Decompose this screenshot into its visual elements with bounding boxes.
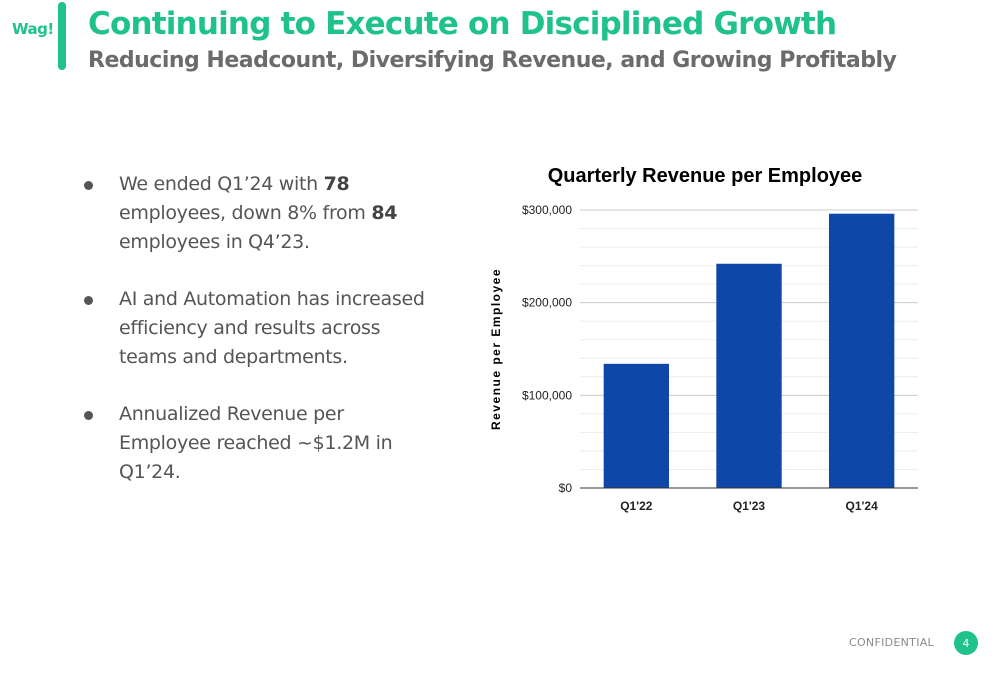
wag-logo: Wag!	[12, 20, 54, 38]
bullet-dot-icon	[84, 181, 93, 190]
page-title: Continuing to Execute on Disciplined Gro…	[88, 6, 837, 42]
revenue-per-employee-chart: Quarterly Revenue per Employee $0 $100,00…	[489, 165, 918, 513]
bullet-text: employees in Q4’23.	[119, 231, 310, 253]
bullet-item: AI and Automation has increased efficien…	[80, 285, 440, 372]
bullet-text: We ended Q1’24 with	[119, 173, 324, 195]
bullet-item: We ended Q1’24 with 78 employees, down 8…	[80, 170, 440, 257]
page-number-badge: 4	[954, 631, 978, 655]
x-tick-label: Q1'24	[846, 499, 879, 513]
x-tick-label: Q1'23	[733, 499, 766, 513]
bullet-dot-icon	[84, 411, 93, 420]
bullet-text: AI and Automation has increased efficien…	[119, 288, 425, 368]
bullet-text: employees, down 8% from	[119, 202, 372, 224]
bar-q1-23	[716, 263, 782, 488]
x-tick-label: Q1'22	[620, 499, 653, 513]
bullet-dot-icon	[84, 296, 93, 305]
bullet-text: Annualized Revenue per Employee reached …	[119, 403, 393, 483]
bullet-item: Annualized Revenue per Employee reached …	[80, 400, 440, 487]
bullet-highlight: 84	[371, 202, 398, 224]
bullet-highlight: 78	[323, 173, 350, 195]
page-subtitle: Reducing Headcount, Diversifying Revenue…	[88, 48, 897, 73]
confidential-label: CONFIDENTIAL	[848, 636, 934, 649]
bullet-list: We ended Q1’24 with 78 employees, down 8…	[80, 170, 440, 515]
y-tick-label: $300,000	[522, 203, 572, 217]
chart-y-ticks: $0 $100,000 $200,000 $300,000	[522, 203, 572, 495]
y-tick-label: $200,000	[522, 296, 572, 310]
bar-q1-24	[828, 213, 895, 488]
title-accent-bar	[58, 2, 66, 70]
y-tick-label: $100,000	[522, 388, 572, 402]
bar-q1-22	[603, 363, 670, 488]
chart-bars	[603, 213, 895, 488]
chart-title: Quarterly Revenue per Employee	[548, 165, 863, 187]
chart-x-ticks: Q1'22 Q1'23 Q1'24	[620, 499, 878, 513]
chart-y-axis-label: Revenue per Employee	[489, 268, 503, 430]
y-tick-label: $0	[559, 481, 573, 495]
